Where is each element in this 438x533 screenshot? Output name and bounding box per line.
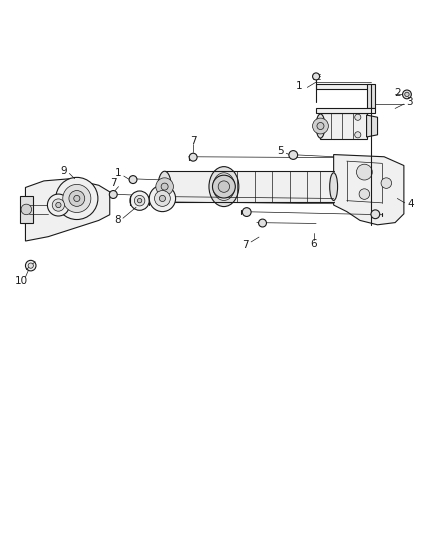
- Circle shape: [358, 189, 369, 199]
- Text: 7: 7: [110, 178, 117, 188]
- Ellipse shape: [158, 171, 171, 202]
- Polygon shape: [366, 115, 377, 137]
- Polygon shape: [164, 171, 333, 202]
- Circle shape: [312, 73, 319, 80]
- Text: 7: 7: [189, 136, 196, 146]
- Circle shape: [155, 178, 173, 196]
- Circle shape: [74, 196, 80, 201]
- Circle shape: [404, 92, 408, 96]
- Circle shape: [25, 260, 36, 271]
- Circle shape: [189, 154, 197, 161]
- Text: 4: 4: [406, 199, 413, 209]
- Ellipse shape: [208, 167, 238, 207]
- Text: 9: 9: [60, 166, 67, 176]
- Text: 1: 1: [115, 168, 122, 179]
- Circle shape: [52, 199, 64, 211]
- Polygon shape: [366, 84, 374, 108]
- Circle shape: [56, 203, 61, 208]
- Circle shape: [137, 198, 141, 203]
- Polygon shape: [315, 84, 370, 88]
- Circle shape: [129, 176, 137, 183]
- Circle shape: [21, 204, 32, 215]
- Circle shape: [149, 185, 175, 212]
- Text: 6: 6: [310, 239, 317, 249]
- Circle shape: [161, 183, 168, 190]
- Text: 1: 1: [295, 80, 302, 91]
- Circle shape: [56, 177, 98, 220]
- Circle shape: [69, 191, 85, 206]
- Circle shape: [28, 263, 33, 268]
- Circle shape: [212, 175, 235, 198]
- Polygon shape: [20, 196, 33, 223]
- Circle shape: [402, 90, 410, 99]
- Ellipse shape: [315, 114, 324, 138]
- Text: 8: 8: [114, 215, 121, 225]
- Circle shape: [312, 118, 328, 134]
- Circle shape: [134, 196, 145, 206]
- Polygon shape: [333, 155, 403, 225]
- Circle shape: [288, 151, 297, 159]
- Circle shape: [47, 194, 69, 216]
- Text: 5: 5: [277, 146, 284, 156]
- Text: 10: 10: [14, 276, 28, 286]
- Ellipse shape: [329, 173, 337, 200]
- Circle shape: [63, 184, 91, 213]
- Circle shape: [130, 191, 149, 211]
- Circle shape: [354, 114, 360, 120]
- Circle shape: [354, 132, 360, 138]
- Circle shape: [380, 178, 391, 188]
- Circle shape: [370, 210, 379, 219]
- Text: 2: 2: [393, 87, 400, 98]
- Circle shape: [109, 191, 117, 198]
- Circle shape: [218, 181, 229, 192]
- Circle shape: [159, 196, 165, 201]
- Text: 7: 7: [242, 240, 249, 250]
- Polygon shape: [25, 179, 110, 241]
- Circle shape: [154, 191, 170, 206]
- Circle shape: [356, 164, 371, 180]
- Circle shape: [258, 219, 266, 227]
- Circle shape: [242, 208, 251, 216]
- Circle shape: [316, 123, 323, 130]
- Text: 3: 3: [405, 98, 412, 107]
- Polygon shape: [315, 108, 374, 113]
- Polygon shape: [320, 113, 366, 139]
